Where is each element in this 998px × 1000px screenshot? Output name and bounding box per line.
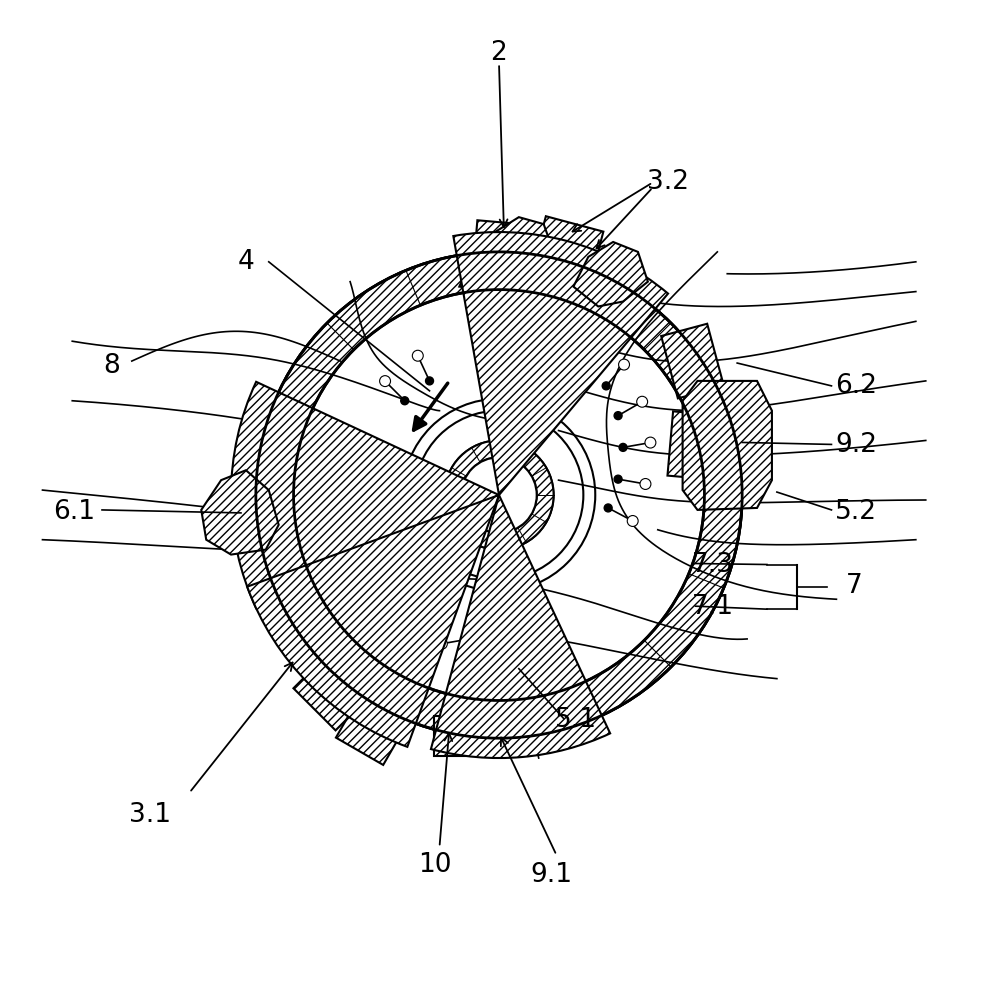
Circle shape — [461, 457, 537, 533]
Circle shape — [379, 376, 390, 387]
Text: 10: 10 — [418, 852, 451, 878]
Circle shape — [465, 635, 473, 643]
Text: 5.1: 5.1 — [556, 707, 598, 733]
Text: 7.3: 7.3 — [692, 552, 734, 578]
Circle shape — [602, 382, 610, 390]
Wedge shape — [431, 495, 610, 758]
Text: 3.1: 3.1 — [129, 802, 171, 828]
Circle shape — [401, 397, 409, 405]
Circle shape — [536, 308, 547, 319]
Circle shape — [614, 412, 622, 420]
Circle shape — [604, 504, 612, 512]
Wedge shape — [248, 495, 499, 747]
Circle shape — [637, 396, 648, 407]
Text: 3.2: 3.2 — [647, 169, 689, 195]
Circle shape — [495, 647, 503, 655]
Polygon shape — [434, 716, 484, 756]
Wedge shape — [453, 232, 668, 495]
Polygon shape — [534, 216, 604, 278]
Polygon shape — [683, 381, 771, 510]
Text: 7: 7 — [846, 573, 862, 599]
Circle shape — [425, 377, 433, 385]
Circle shape — [540, 337, 548, 345]
Wedge shape — [255, 252, 743, 738]
Circle shape — [414, 411, 584, 579]
Polygon shape — [293, 657, 367, 730]
Text: 4: 4 — [238, 249, 254, 275]
Circle shape — [255, 252, 743, 738]
Polygon shape — [661, 324, 724, 398]
Text: 9.2: 9.2 — [835, 432, 877, 458]
Circle shape — [444, 440, 554, 550]
Polygon shape — [202, 470, 278, 555]
Circle shape — [412, 350, 423, 361]
Wedge shape — [444, 440, 554, 550]
Circle shape — [409, 608, 420, 619]
Circle shape — [645, 437, 656, 448]
Text: 9.1: 9.1 — [531, 862, 573, 888]
Polygon shape — [668, 411, 718, 479]
Text: 7.1: 7.1 — [692, 594, 734, 620]
Circle shape — [583, 329, 594, 340]
Circle shape — [420, 628, 431, 638]
Polygon shape — [336, 702, 404, 765]
Text: 5.2: 5.2 — [835, 499, 877, 525]
Polygon shape — [271, 489, 325, 561]
Circle shape — [436, 638, 447, 649]
Circle shape — [467, 638, 478, 649]
Polygon shape — [473, 220, 545, 274]
Text: 6.1: 6.1 — [53, 499, 95, 525]
Text: 2: 2 — [491, 40, 507, 66]
Circle shape — [445, 615, 453, 623]
Circle shape — [575, 357, 583, 365]
Text: 8: 8 — [104, 353, 121, 379]
Polygon shape — [574, 242, 648, 306]
Wedge shape — [232, 382, 499, 608]
Circle shape — [619, 359, 630, 370]
Polygon shape — [459, 217, 554, 292]
Circle shape — [430, 590, 438, 598]
Text: 6.2: 6.2 — [835, 373, 877, 399]
Circle shape — [619, 443, 627, 451]
Circle shape — [628, 516, 638, 526]
Circle shape — [403, 399, 595, 591]
Circle shape — [640, 479, 651, 489]
Circle shape — [614, 475, 622, 483]
